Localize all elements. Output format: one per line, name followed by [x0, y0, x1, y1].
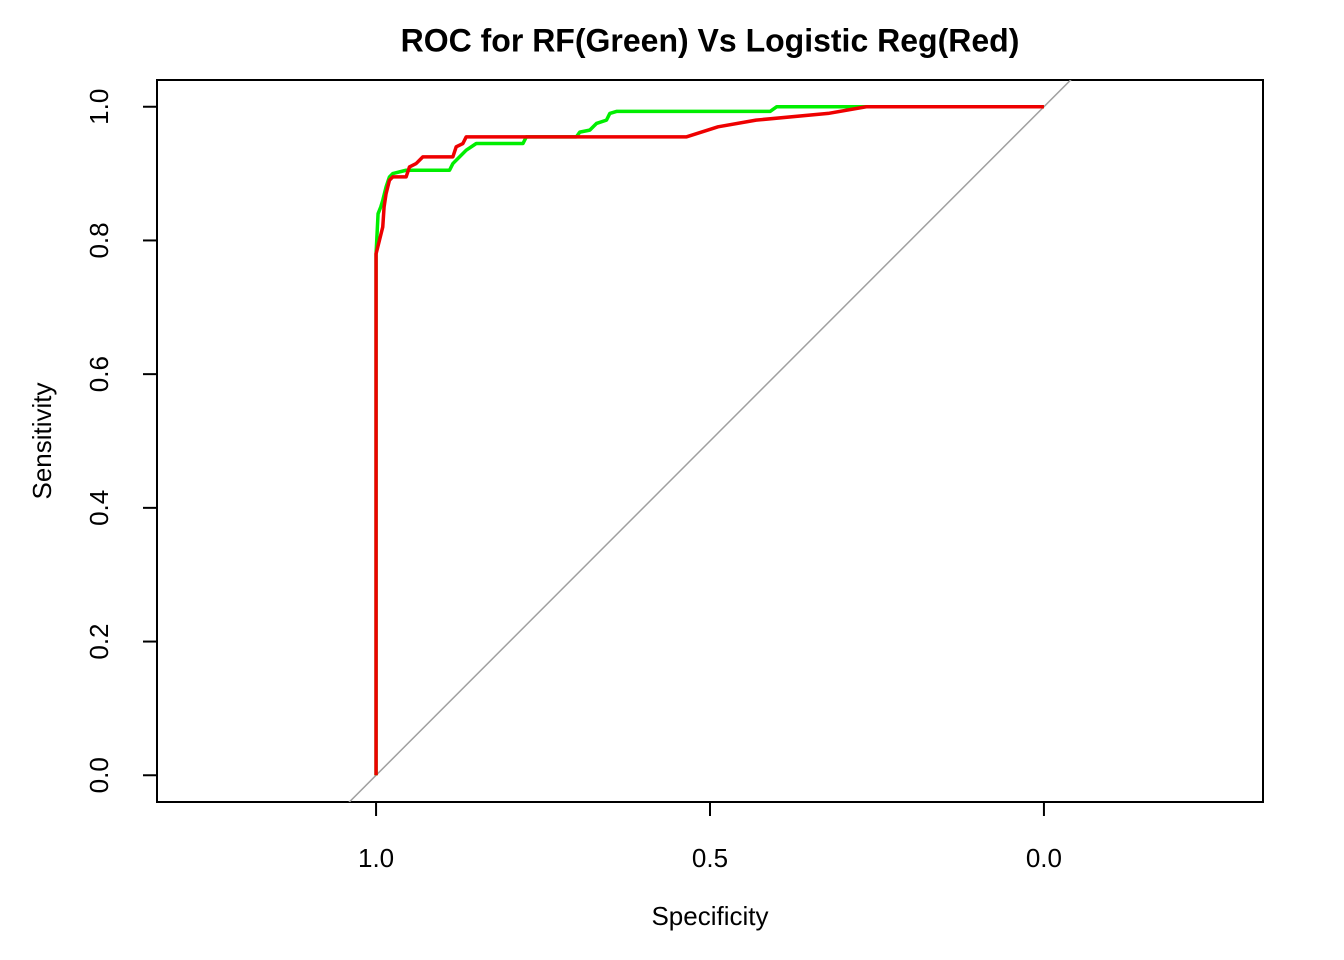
y-tick-label: 0.0 — [84, 757, 114, 793]
y-tick-label: 1.0 — [84, 89, 114, 125]
roc-line — [374, 104, 1044, 776]
y-tick-label: 0.6 — [84, 356, 114, 392]
x-tick-label: 1.0 — [358, 843, 394, 873]
reference-diagonal — [348, 80, 1072, 802]
plot-area — [348, 80, 1072, 802]
x-axis-label: Specificity — [651, 901, 768, 931]
y-axis-label: Sensitivity — [27, 382, 57, 499]
y-tick-label: 0.2 — [84, 623, 114, 659]
roc-line — [374, 104, 1044, 776]
y-tick-label: 0.4 — [84, 490, 114, 526]
x-tick-label: 0.5 — [692, 843, 728, 873]
x-tick-label: 0.0 — [1026, 843, 1062, 873]
y-tick-label: 0.8 — [84, 222, 114, 258]
chart-title: ROC for RF(Green) Vs Logistic Reg(Red) — [401, 22, 1020, 58]
